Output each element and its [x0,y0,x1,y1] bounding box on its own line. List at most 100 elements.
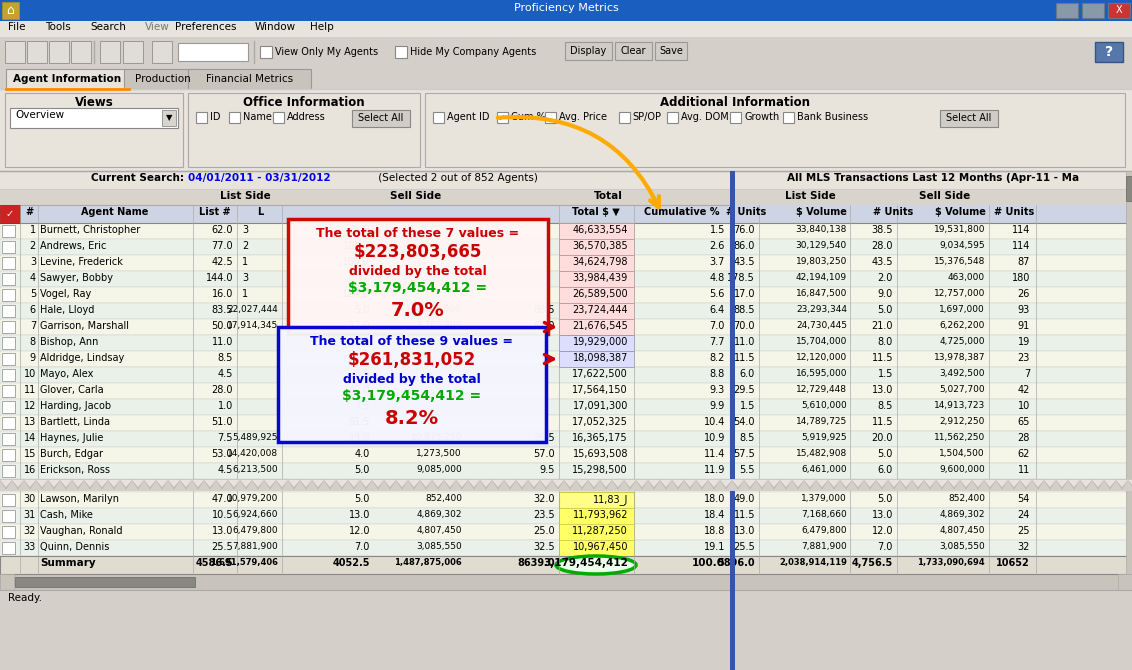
FancyBboxPatch shape [2,241,15,253]
Text: $223,803,665: $223,803,665 [354,243,482,261]
Polygon shape [767,480,780,487]
FancyBboxPatch shape [2,321,15,333]
FancyBboxPatch shape [0,479,1132,491]
Text: 7.0: 7.0 [710,321,724,331]
Text: Total $ ▼: Total $ ▼ [572,207,620,217]
Text: 7.5: 7.5 [354,401,370,411]
Polygon shape [780,480,792,487]
Polygon shape [396,480,408,489]
Text: Total: Total [593,191,623,201]
FancyBboxPatch shape [2,494,15,506]
Text: 1: 1 [242,289,248,299]
Polygon shape [204,480,216,487]
Text: 26.5: 26.5 [533,433,555,443]
Text: 6.0: 6.0 [354,369,370,379]
Text: 50.0: 50.0 [212,321,233,331]
FancyBboxPatch shape [0,37,1132,69]
FancyBboxPatch shape [1082,3,1104,18]
Text: 6.4: 6.4 [710,305,724,315]
FancyBboxPatch shape [0,574,1132,590]
FancyBboxPatch shape [559,540,634,556]
Text: 1.5: 1.5 [877,369,893,379]
Polygon shape [588,480,600,489]
Polygon shape [540,480,552,487]
FancyBboxPatch shape [178,43,248,61]
FancyBboxPatch shape [497,112,507,123]
Text: 18.0: 18.0 [704,494,724,504]
Text: All MLS Transactions Last 12 Months (Apr-11 - Ma: All MLS Transactions Last 12 Months (Apr… [787,173,1079,183]
Polygon shape [348,480,360,489]
Polygon shape [216,480,228,487]
Polygon shape [276,480,288,489]
FancyBboxPatch shape [125,69,201,89]
Text: #: # [25,207,33,217]
Text: $261,831,052: $261,831,052 [348,351,477,369]
Polygon shape [1044,480,1056,489]
Text: 1,379,000: 1,379,000 [801,494,847,503]
Text: 7,881,900: 7,881,900 [232,542,278,551]
Text: 47.0: 47.0 [212,494,233,504]
FancyBboxPatch shape [734,431,1132,447]
Text: 4,807,450: 4,807,450 [417,526,462,535]
Text: 2,038,914,119: 2,038,914,119 [779,558,847,567]
FancyBboxPatch shape [2,510,15,522]
Polygon shape [600,480,612,487]
Polygon shape [84,480,96,487]
FancyBboxPatch shape [0,189,734,205]
Polygon shape [876,480,887,489]
FancyBboxPatch shape [667,112,678,123]
Polygon shape [60,480,72,487]
FancyBboxPatch shape [734,399,1132,415]
Text: 77.0: 77.0 [212,241,233,251]
Text: 8: 8 [29,337,36,347]
Text: 42: 42 [1018,385,1030,395]
Text: Vogel, Ray: Vogel, Ray [40,289,92,299]
Polygon shape [636,480,648,489]
Text: 10,967,450: 10,967,450 [573,542,628,552]
Polygon shape [492,480,504,487]
Polygon shape [468,480,480,487]
Text: (Selected 2 out of 852 Agents): (Selected 2 out of 852 Agents) [375,173,538,183]
FancyBboxPatch shape [424,93,1125,167]
FancyBboxPatch shape [0,319,730,335]
Ellipse shape [556,556,636,574]
Text: 3,085,550: 3,085,550 [417,542,462,551]
FancyBboxPatch shape [559,271,634,287]
Text: 8.8: 8.8 [710,369,724,379]
Text: 42.5: 42.5 [212,257,233,267]
Text: 2,912,250: 2,912,250 [940,417,985,426]
Text: 4.8: 4.8 [710,273,724,283]
Polygon shape [372,480,384,487]
Polygon shape [252,480,264,489]
Text: Haynes, Julie: Haynes, Julie [40,433,103,443]
Polygon shape [1116,480,1127,487]
Text: Save: Save [659,46,683,56]
Text: 11.5: 11.5 [734,510,755,520]
Polygon shape [312,480,324,489]
Text: 8.5: 8.5 [217,353,233,363]
Polygon shape [588,480,600,487]
Text: Harding, Jacob: Harding, Jacob [40,401,111,411]
Polygon shape [756,480,767,489]
FancyBboxPatch shape [1126,176,1132,201]
Polygon shape [120,480,132,487]
Polygon shape [492,480,504,489]
Polygon shape [780,480,792,489]
FancyBboxPatch shape [734,319,1132,335]
Polygon shape [1116,480,1127,489]
Text: 65: 65 [1018,417,1030,427]
FancyBboxPatch shape [734,367,1132,383]
Polygon shape [1044,480,1056,487]
Text: 13: 13 [24,417,36,427]
Polygon shape [1067,480,1080,487]
Text: 28: 28 [1018,433,1030,443]
Text: SP/OP: SP/OP [633,112,661,122]
Text: 19: 19 [1018,337,1030,347]
Text: 23.5: 23.5 [533,510,555,520]
Text: 9.3: 9.3 [710,385,724,395]
Polygon shape [264,480,276,487]
Polygon shape [516,480,528,487]
Text: 30,129,540: 30,129,540 [796,241,847,250]
Polygon shape [108,480,120,489]
Text: 11,83_J: 11,83_J [593,494,628,505]
